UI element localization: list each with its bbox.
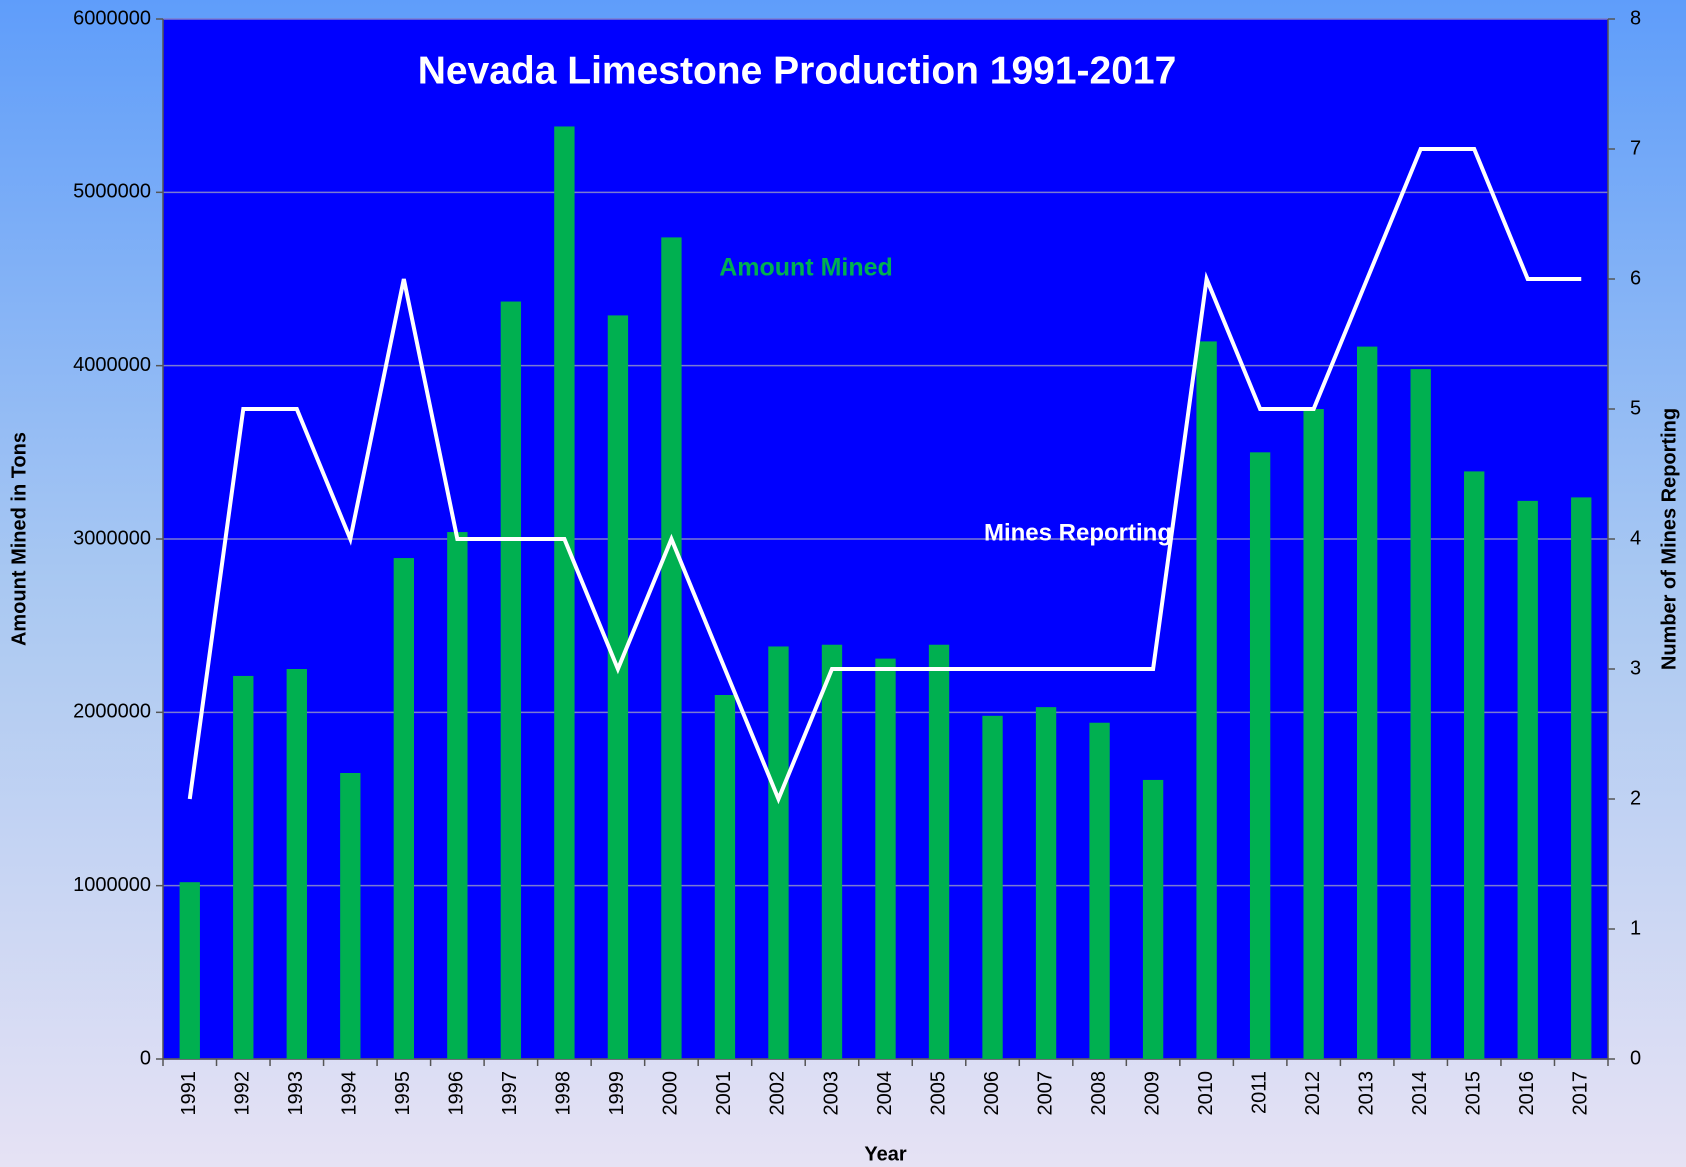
- bar: [1142, 779, 1164, 1059]
- x-tick-label: 2005: [927, 1071, 949, 1116]
- bar: [500, 301, 522, 1059]
- y2-tick-label: 6: [1630, 267, 1641, 289]
- chart-title: Nevada Limestone Production 1991-2017: [418, 49, 1177, 92]
- bar: [1035, 707, 1057, 1059]
- bar: [821, 644, 843, 1059]
- x-tick-label: 1998: [553, 1071, 575, 1116]
- bar: [661, 237, 682, 1059]
- x-tick-label: 2001: [713, 1071, 735, 1116]
- x-tick-label: 1995: [392, 1071, 414, 1116]
- x-tick-label: 2004: [874, 1071, 896, 1116]
- x-tick-label: 1996: [446, 1071, 468, 1116]
- x-tick-label: 2014: [1409, 1071, 1431, 1116]
- y2-tick-label: 2: [1630, 787, 1641, 809]
- y-tick-label: 4000000: [73, 354, 151, 376]
- bar: [393, 558, 415, 1059]
- y2-tick-label: 3: [1630, 657, 1641, 679]
- y2-tick-label: 1: [1630, 917, 1641, 939]
- bar: [286, 669, 307, 1059]
- y2-axis-label: Number of Mines Reporting: [1658, 408, 1680, 670]
- y-tick-label: 5000000: [73, 181, 151, 203]
- x-tick-label: 1997: [499, 1071, 521, 1116]
- bar: [1410, 369, 1431, 1060]
- x-tick-label: 1992: [232, 1071, 254, 1116]
- bar: [875, 658, 896, 1059]
- bar: [1089, 722, 1110, 1059]
- x-tick-label: 1999: [606, 1071, 628, 1116]
- y-tick-label: 3000000: [73, 527, 151, 549]
- x-axis-label: Year: [864, 1143, 906, 1165]
- bar: [179, 882, 200, 1059]
- x-tick-label: 2011: [1248, 1071, 1270, 1114]
- bar: [1249, 452, 1271, 1059]
- x-tick-label: 2006: [981, 1071, 1003, 1116]
- y-tick-label: 0: [140, 1047, 151, 1069]
- x-tick-label: 2000: [660, 1071, 682, 1116]
- x-tick-label: 1994: [339, 1071, 361, 1116]
- line: [187, 147, 1582, 805]
- x-tick-label: 2007: [1034, 1071, 1056, 1116]
- annotation: Mines Reporting: [984, 519, 1172, 546]
- y2-tick-label: 5: [1630, 397, 1641, 419]
- x-tick-label: 2013: [1355, 1071, 1377, 1116]
- x-tick-label: 1993: [285, 1071, 307, 1116]
- x-tick-label: 2008: [1088, 1071, 1110, 1116]
- bar: [1303, 409, 1324, 1059]
- bar: [768, 646, 789, 1059]
- bar: [447, 532, 468, 1059]
- x-tick-label: 1991: [178, 1071, 200, 1116]
- bar: [982, 715, 1003, 1059]
- bar: [340, 773, 361, 1059]
- x-tick-label: 2010: [1195, 1071, 1217, 1116]
- x-tick-label: 2016: [1516, 1071, 1538, 1116]
- y-tick-label: 2000000: [73, 701, 151, 723]
- y-axis-label: Amount Mined in Tons: [8, 432, 30, 646]
- annotation: Amount Mined: [719, 254, 893, 282]
- bar: [607, 315, 629, 1059]
- y-tick-label: 6000000: [73, 7, 151, 29]
- y2-tick-label: 0: [1630, 1047, 1641, 1069]
- bar: [714, 695, 736, 1059]
- x-tick-label: 2015: [1462, 1071, 1484, 1116]
- bar: [554, 126, 575, 1059]
- x-tick-label: 2017: [1570, 1071, 1592, 1116]
- y-tick-label: 1000000: [73, 874, 151, 896]
- bar: [1196, 341, 1217, 1059]
- bar: [1464, 471, 1485, 1059]
- bar: [1356, 346, 1378, 1060]
- bar: [1517, 500, 1538, 1059]
- x-tick-label: 2009: [1141, 1071, 1163, 1116]
- bar: [233, 675, 254, 1059]
- y2-tick-label: 8: [1630, 7, 1641, 29]
- x-tick-label: 2003: [820, 1071, 842, 1116]
- bar: [928, 644, 950, 1059]
- y2-tick-label: 4: [1630, 527, 1641, 549]
- y2-tick-label: 7: [1630, 137, 1641, 159]
- bar: [1571, 497, 1592, 1059]
- x-tick-label: 2002: [767, 1071, 789, 1116]
- x-tick-label: 2012: [1302, 1071, 1324, 1116]
